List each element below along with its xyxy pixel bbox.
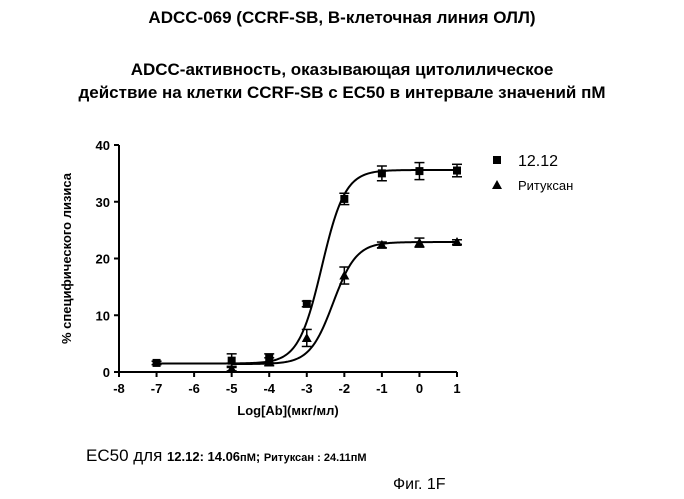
data-point-rituxan bbox=[339, 271, 349, 280]
x-tick-label: -6 bbox=[188, 381, 200, 396]
y-tick-label: 10 bbox=[96, 308, 110, 323]
ec50-summary: EC50 для 12.12: 14.06пМ; Ритуксан : 24.1… bbox=[86, 446, 367, 466]
legend-label: 12.12 bbox=[518, 153, 558, 170]
ec50-separator: ; bbox=[256, 449, 264, 464]
x-tick-label: 0 bbox=[416, 381, 423, 396]
data-point-1212 bbox=[415, 167, 423, 175]
y-tick-label: 40 bbox=[96, 138, 110, 153]
y-tick-label: 20 bbox=[96, 252, 110, 267]
data-point-1212 bbox=[228, 357, 236, 365]
legend-label: Ритуксан bbox=[518, 178, 573, 193]
ec50-rituxan-unit: пМ bbox=[351, 452, 367, 464]
y-tick-label: 30 bbox=[96, 195, 110, 210]
x-tick-label: -7 bbox=[151, 381, 163, 396]
x-axis-label: Log[Ab](мкг/мл) bbox=[237, 403, 339, 418]
x-tick-label: -3 bbox=[301, 381, 313, 396]
x-tick-label: -8 bbox=[113, 381, 125, 396]
figure-label: Фиг. 1F bbox=[393, 476, 446, 494]
fit-curve-rituxan bbox=[232, 242, 457, 364]
data-points bbox=[152, 163, 462, 373]
ec50-rituxan-value: Ритуксан : 24.11 bbox=[264, 452, 351, 464]
ec50-1212-value: 12.12: 14.06 bbox=[167, 449, 240, 464]
x-tick-label: -5 bbox=[226, 381, 238, 396]
data-point-1212 bbox=[453, 167, 461, 175]
legend-marker-square-icon bbox=[493, 156, 501, 164]
chart-legend: 12.12 Ритуксан bbox=[492, 153, 573, 193]
ec50-prefix: EC50 bbox=[86, 446, 129, 465]
ec50-for-word: для bbox=[129, 446, 168, 465]
x-tick-label: -1 bbox=[376, 381, 388, 396]
data-point-rituxan bbox=[302, 333, 312, 342]
y-tick-label: 0 bbox=[103, 365, 110, 380]
chart-axes: -8-7-6-5-4-3-2-101010203040Log[Ab](мкг/м… bbox=[59, 138, 461, 418]
ec50-1212-unit: пМ bbox=[240, 452, 256, 464]
x-tick-label: -4 bbox=[263, 381, 275, 396]
x-tick-label: 1 bbox=[453, 381, 460, 396]
data-point-1212 bbox=[340, 195, 348, 203]
data-point-1212 bbox=[303, 300, 311, 308]
legend-marker-triangle-icon bbox=[492, 180, 502, 189]
y-axis-label: % специфического лизиса bbox=[59, 172, 74, 344]
x-tick-label: -2 bbox=[339, 381, 351, 396]
data-point-1212 bbox=[153, 359, 161, 367]
data-point-1212 bbox=[378, 169, 386, 177]
